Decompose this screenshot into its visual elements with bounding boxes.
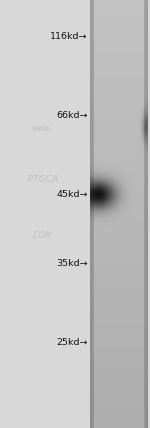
Text: 66kd→: 66kd→ xyxy=(56,111,88,120)
Text: 35kd→: 35kd→ xyxy=(56,259,88,268)
Text: 116kd→: 116kd→ xyxy=(50,32,88,41)
Text: 25kd→: 25kd→ xyxy=(56,338,88,347)
Text: 45kd→: 45kd→ xyxy=(56,190,88,199)
Text: .COM: .COM xyxy=(32,231,52,240)
Text: www.: www. xyxy=(32,124,52,133)
Text: .PTGCA: .PTGCA xyxy=(26,175,58,184)
